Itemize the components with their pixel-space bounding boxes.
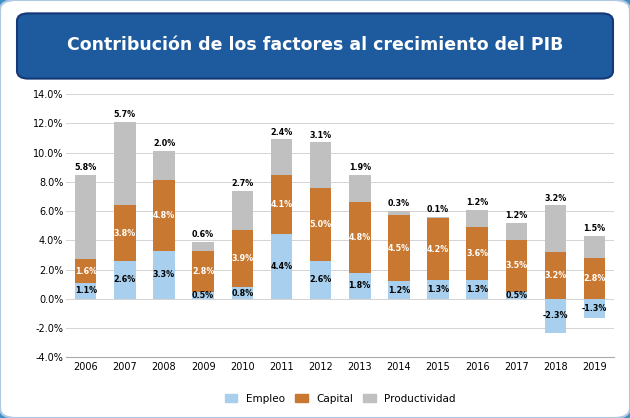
Text: 1.5%: 1.5% bbox=[583, 224, 605, 233]
Text: 5.8%: 5.8% bbox=[74, 163, 97, 172]
Text: 1.2%: 1.2% bbox=[505, 211, 527, 220]
Text: 2.6%: 2.6% bbox=[309, 275, 332, 284]
Text: 3.2%: 3.2% bbox=[544, 194, 566, 203]
Bar bbox=[427, 280, 449, 299]
Bar bbox=[427, 217, 449, 219]
FancyBboxPatch shape bbox=[17, 13, 613, 79]
Legend: Empleo, Capital, Productividad: Empleo, Capital, Productividad bbox=[225, 393, 455, 403]
Text: 0.6%: 0.6% bbox=[192, 230, 214, 239]
Text: 3.3%: 3.3% bbox=[153, 270, 175, 279]
Text: 0.5%: 0.5% bbox=[505, 291, 527, 300]
Text: Contribución de los factores al crecimiento del PIB: Contribución de los factores al crecimie… bbox=[67, 36, 563, 54]
Text: 0.5%: 0.5% bbox=[192, 291, 214, 300]
Text: 1.3%: 1.3% bbox=[466, 285, 488, 294]
Bar bbox=[192, 292, 214, 299]
Bar bbox=[584, 299, 605, 318]
Bar bbox=[75, 259, 96, 283]
Text: 1.2%: 1.2% bbox=[388, 285, 410, 295]
Bar bbox=[466, 280, 488, 299]
Text: 3.8%: 3.8% bbox=[114, 229, 136, 237]
Bar bbox=[232, 287, 253, 299]
Text: 3.6%: 3.6% bbox=[466, 249, 488, 258]
Text: 0.3%: 0.3% bbox=[388, 199, 410, 209]
Bar bbox=[349, 175, 370, 202]
Text: 4.4%: 4.4% bbox=[270, 262, 292, 271]
Bar bbox=[114, 122, 135, 205]
Text: 3.9%: 3.9% bbox=[231, 254, 253, 263]
Text: 1.6%: 1.6% bbox=[75, 267, 97, 275]
Bar bbox=[349, 202, 370, 273]
Text: 5.7%: 5.7% bbox=[114, 110, 136, 119]
Text: 4.2%: 4.2% bbox=[427, 245, 449, 254]
Text: 2.4%: 2.4% bbox=[270, 128, 292, 137]
Text: 4.1%: 4.1% bbox=[270, 200, 292, 209]
Text: 2.8%: 2.8% bbox=[583, 274, 606, 283]
Bar bbox=[114, 261, 135, 299]
Bar bbox=[506, 292, 527, 299]
Text: -1.3%: -1.3% bbox=[582, 304, 607, 313]
Bar bbox=[75, 283, 96, 299]
Text: 2.6%: 2.6% bbox=[114, 275, 136, 284]
Bar bbox=[466, 227, 488, 280]
Text: 3.1%: 3.1% bbox=[309, 131, 331, 140]
Text: 1.8%: 1.8% bbox=[348, 281, 371, 290]
Text: 1.9%: 1.9% bbox=[349, 163, 371, 172]
Text: 4.5%: 4.5% bbox=[388, 244, 410, 253]
Bar bbox=[153, 181, 175, 251]
Bar bbox=[271, 234, 292, 299]
Bar bbox=[310, 188, 331, 261]
Text: 1.2%: 1.2% bbox=[466, 198, 488, 207]
Text: 2.0%: 2.0% bbox=[153, 140, 175, 148]
Text: 2.7%: 2.7% bbox=[231, 179, 253, 188]
Bar bbox=[310, 261, 331, 299]
Bar bbox=[271, 175, 292, 234]
Bar bbox=[388, 281, 410, 299]
Bar bbox=[232, 191, 253, 230]
Bar bbox=[545, 205, 566, 252]
Bar bbox=[192, 242, 214, 251]
Bar bbox=[232, 230, 253, 287]
Bar bbox=[584, 236, 605, 258]
Bar bbox=[388, 216, 410, 281]
Bar bbox=[192, 251, 214, 292]
Text: 2.8%: 2.8% bbox=[192, 267, 214, 275]
Bar bbox=[153, 151, 175, 181]
Bar bbox=[545, 299, 566, 333]
Bar bbox=[584, 258, 605, 299]
Text: -2.3%: -2.3% bbox=[543, 311, 568, 320]
Text: 0.1%: 0.1% bbox=[427, 205, 449, 214]
Text: 3.5%: 3.5% bbox=[505, 261, 527, 270]
Bar bbox=[506, 240, 527, 292]
Text: 3.2%: 3.2% bbox=[544, 271, 566, 280]
Bar bbox=[153, 251, 175, 299]
Bar bbox=[271, 140, 292, 175]
Text: 4.8%: 4.8% bbox=[153, 211, 175, 220]
Text: 0.8%: 0.8% bbox=[231, 288, 253, 298]
Text: 1.3%: 1.3% bbox=[427, 285, 449, 294]
Bar bbox=[545, 252, 566, 299]
Text: 5.0%: 5.0% bbox=[309, 220, 331, 229]
Bar bbox=[466, 210, 488, 227]
Bar bbox=[75, 175, 96, 259]
Bar bbox=[427, 219, 449, 280]
Bar bbox=[388, 211, 410, 216]
Bar bbox=[349, 273, 370, 299]
Bar bbox=[114, 205, 135, 261]
Text: 4.8%: 4.8% bbox=[348, 233, 371, 242]
Bar bbox=[310, 143, 331, 188]
Text: 1.1%: 1.1% bbox=[75, 286, 97, 296]
Bar bbox=[506, 223, 527, 240]
